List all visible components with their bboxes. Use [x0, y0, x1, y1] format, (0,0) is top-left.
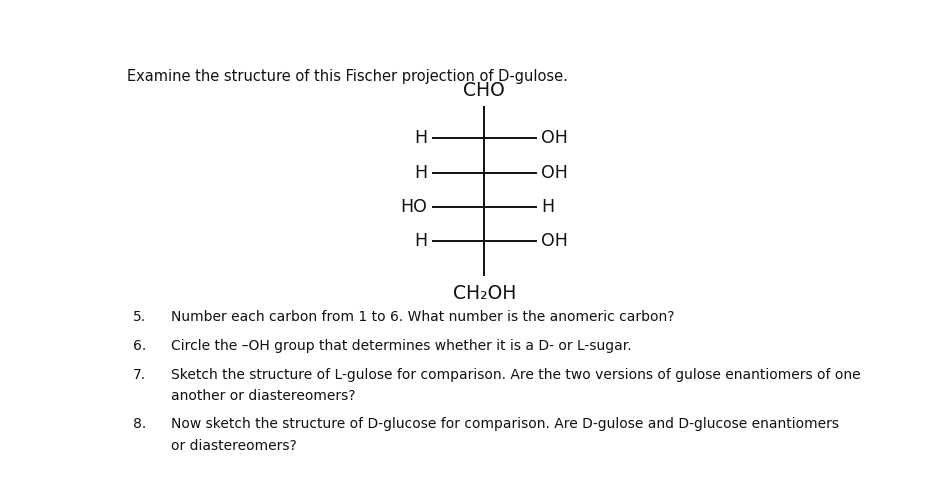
Text: 8.: 8. [132, 417, 145, 431]
Text: 7.: 7. [133, 368, 145, 382]
Text: Now sketch the structure of D-glucose for comparison. Are D-gulose and D-glucose: Now sketch the structure of D-glucose fo… [171, 417, 838, 431]
Text: OH: OH [541, 129, 567, 147]
Text: CH₂OH: CH₂OH [452, 283, 515, 303]
Text: H: H [413, 129, 427, 147]
Text: H: H [413, 233, 427, 250]
Text: OH: OH [541, 233, 567, 250]
Text: Circle the –OH group that determines whether it is a D- or L-sugar.: Circle the –OH group that determines whe… [171, 339, 631, 353]
Text: Sketch the structure of L-gulose for comparison. Are the two versions of gulose : Sketch the structure of L-gulose for com… [171, 368, 860, 382]
Text: Number each carbon from 1 to 6. What number is the anomeric carbon?: Number each carbon from 1 to 6. What num… [171, 310, 674, 325]
Text: Examine the structure of this Fischer projection of D-gulose.: Examine the structure of this Fischer pr… [126, 69, 567, 84]
Text: another or diastereomers?: another or diastereomers? [171, 389, 355, 403]
Text: or diastereomers?: or diastereomers? [171, 439, 296, 453]
Text: 6.: 6. [132, 339, 145, 353]
Text: 5.: 5. [133, 310, 145, 325]
Text: OH: OH [541, 164, 567, 181]
Text: CHO: CHO [463, 81, 505, 100]
Text: H: H [541, 198, 554, 216]
Text: HO: HO [400, 198, 427, 216]
Text: H: H [413, 164, 427, 181]
